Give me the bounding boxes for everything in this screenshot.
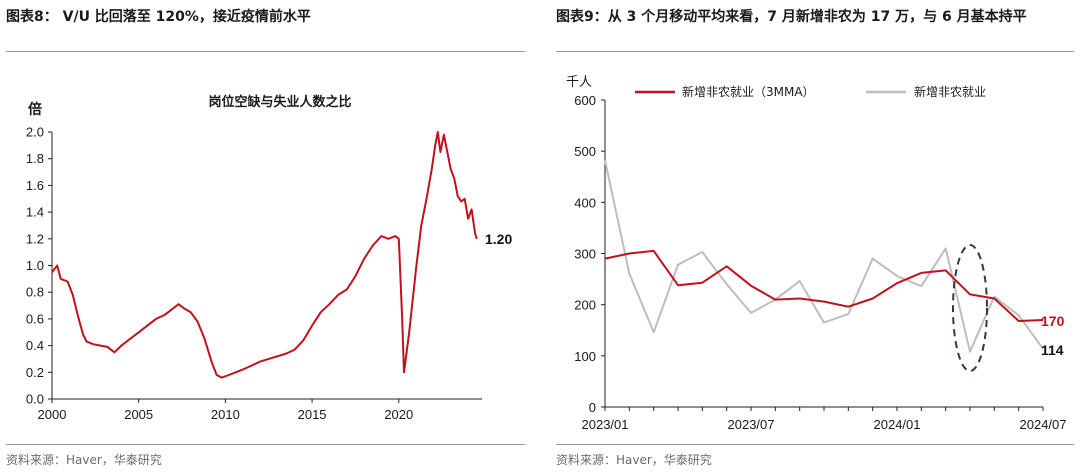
left-title-rule <box>6 51 525 52</box>
left-y-unit: 倍 <box>28 101 42 118</box>
left-y-tick-label: 1.0 <box>26 258 44 273</box>
right-source-rule <box>556 444 1074 445</box>
left-x-tick-label: 2015 <box>298 407 327 422</box>
right-y-tick-label: 600 <box>574 93 596 108</box>
right-chart: 千人 新增非农就业（3MMA） 新增非农就业 0 100 200 300 400 500 6… <box>566 75 1067 432</box>
legend: 新增非农就业（3MMA） 新增非农就业 <box>635 84 986 99</box>
series-line-3mma <box>604 249 1044 322</box>
left-chart-title: 岗位空缺与失业人数之比 <box>208 94 351 110</box>
right-x-tick-label: 2024/01 <box>874 417 921 432</box>
left-figure-title: 图表8： V/U 比回落至 120%，接近疫情前水平 <box>6 9 311 25</box>
right-y-tick-label: 300 <box>574 247 596 262</box>
right-figure-title: 图表9：从 3 个月移动平均来看，7 月新增非农为 17 万，与 6 月基本持平 <box>556 9 1027 25</box>
left-x-tick-label: 2020 <box>384 407 413 422</box>
left-y-tick-label: 1.2 <box>26 231 44 246</box>
left-panel: 图表8： V/U 比回落至 120%，接近疫情前水平 岗位空缺与失业人数之比 倍… <box>0 0 530 472</box>
highlight-ellipse <box>952 244 988 372</box>
left-chart: 岗位空缺与失业人数之比 倍 0.0 0.2 0.4 0.6 0.8 1.0 1.2 1.4 1.… <box>26 94 513 422</box>
right-title-rule <box>556 51 1074 52</box>
left-y-tick-label: 0.0 <box>26 392 44 407</box>
left-x-tick-label: 2010 <box>211 407 240 422</box>
label-monthly-last: 114 <box>1041 342 1064 358</box>
left-source-note: 资料来源：Haver，华泰研究 <box>6 453 162 467</box>
left-y-tick-label: 1.8 <box>26 151 44 166</box>
legend-label-3mma: 新增非农就业（3MMA） <box>682 84 815 99</box>
right-y-tick-label: 500 <box>574 144 596 159</box>
left-y-tick-label: 0.6 <box>26 311 44 326</box>
right-y-tick-label: 100 <box>574 349 596 364</box>
left-y-tick-label: 0.2 <box>26 365 44 380</box>
right-y-tick-label: 0 <box>589 400 596 415</box>
left-x-tick-label: 2000 <box>38 407 67 422</box>
series-line-monthly <box>604 160 1044 353</box>
left-y-tick-label: 2.0 <box>26 125 44 140</box>
right-panel: 图表9：从 3 个月移动平均来看，7 月新增非农为 17 万，与 6 月基本持平… <box>552 0 1080 472</box>
left-y-tick-label: 1.6 <box>26 178 44 193</box>
left-y-tick-label: 0.4 <box>26 338 44 353</box>
right-y-unit: 千人 <box>566 75 592 90</box>
right-x-tick-label: 2023/07 <box>728 417 775 432</box>
left-y-tick-label: 0.8 <box>26 285 44 300</box>
left-x-tick-label: 2005 <box>124 407 153 422</box>
right-x-tick-label: 2023/01 <box>582 417 629 432</box>
right-source-note: 资料来源：Haver，华泰研究 <box>556 453 712 467</box>
right-y-tick-label: 200 <box>574 298 596 313</box>
left-series-line <box>51 131 478 379</box>
left-source-rule <box>6 444 525 445</box>
left-y-tick-label: 1.4 <box>26 205 44 220</box>
label-3mma-last: 170 <box>1041 313 1065 329</box>
right-x-tick-label: 2024/07 <box>1020 417 1067 432</box>
legend-label-monthly: 新增非农就业 <box>914 84 986 99</box>
left-last-value-label: 1.20 <box>485 231 512 247</box>
right-y-tick-label: 400 <box>574 195 596 210</box>
